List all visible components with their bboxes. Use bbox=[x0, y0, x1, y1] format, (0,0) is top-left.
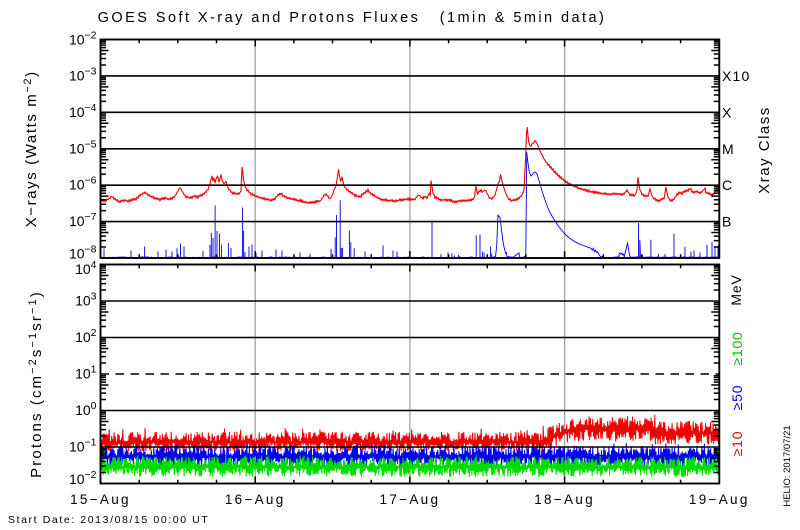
svg-text:Start Date: 2013/08/15 00:00 U: Start Date: 2013/08/15 00:00 UT bbox=[8, 514, 209, 526]
svg-text:10−1: 10−1 bbox=[69, 437, 97, 455]
svg-text:10−2: 10−2 bbox=[69, 469, 97, 487]
svg-text:GOES Soft X-ray and Protons Fl: GOES Soft X-ray and Protons Fluxes (1min… bbox=[98, 10, 607, 26]
svg-text:10−3: 10−3 bbox=[69, 65, 97, 83]
svg-text:10−2: 10−2 bbox=[69, 30, 97, 48]
svg-text:104: 104 bbox=[75, 259, 97, 277]
svg-text:X10: X10 bbox=[722, 68, 751, 84]
svg-text:Xray Class: Xray Class bbox=[756, 106, 773, 194]
svg-text:10−8: 10−8 bbox=[69, 244, 97, 262]
svg-text:102: 102 bbox=[75, 327, 97, 345]
svg-text:100: 100 bbox=[75, 400, 97, 418]
svg-text:10−6: 10−6 bbox=[69, 175, 97, 193]
svg-text:≥10: ≥10 bbox=[729, 431, 745, 457]
svg-text:17−Aug: 17−Aug bbox=[380, 492, 441, 507]
svg-text:101: 101 bbox=[75, 364, 97, 382]
svg-text:19−Aug: 19−Aug bbox=[689, 492, 750, 507]
svg-text:M: M bbox=[722, 141, 735, 157]
svg-text:≥50: ≥50 bbox=[729, 385, 745, 411]
svg-text:16−Aug: 16−Aug bbox=[225, 492, 286, 507]
svg-text:≥100: ≥100 bbox=[729, 331, 745, 365]
svg-text:Protons (cm−2s−1sr−1): Protons (cm−2s−1sr−1) bbox=[27, 290, 45, 478]
svg-text:15−Aug: 15−Aug bbox=[70, 492, 131, 507]
svg-text:18−Aug: 18−Aug bbox=[534, 492, 595, 507]
svg-text:10−4: 10−4 bbox=[69, 102, 97, 120]
svg-text:10−5: 10−5 bbox=[69, 138, 97, 156]
svg-text:HELIO: 2017/07/21: HELIO: 2017/07/21 bbox=[782, 425, 793, 506]
svg-text:C: C bbox=[722, 177, 733, 193]
svg-text:X−rays (Watts m−2): X−rays (Watts m−2) bbox=[22, 70, 40, 227]
svg-text:B: B bbox=[722, 214, 733, 230]
svg-text:MeV: MeV bbox=[728, 274, 744, 305]
svg-text:10−7: 10−7 bbox=[69, 211, 97, 229]
svg-text:X: X bbox=[722, 104, 733, 120]
svg-text:103: 103 bbox=[75, 291, 97, 309]
